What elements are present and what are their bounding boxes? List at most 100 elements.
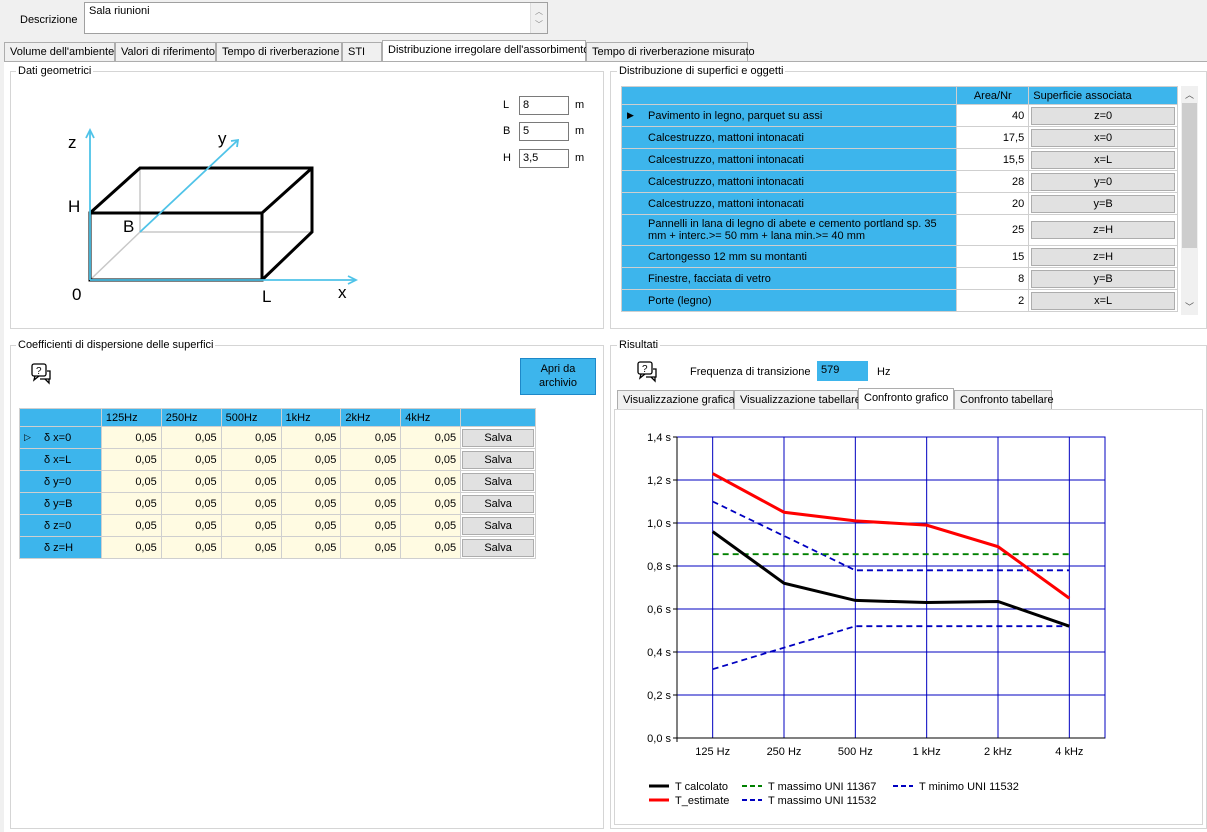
surface-area[interactable]: 25	[956, 214, 1030, 246]
tab-visualizzazione-tabellare[interactable]: Visualizzazione tabellare	[734, 390, 861, 409]
dispersion-value[interactable]: 0,05	[220, 448, 282, 471]
surface-area[interactable]: 40	[956, 104, 1030, 127]
description-scrollbar[interactable]: ︿ ﹀	[530, 3, 547, 33]
surface-assoc-button[interactable]: y=B	[1031, 269, 1175, 288]
dispersion-value[interactable]: 0,05	[160, 470, 222, 493]
surface-name: Porte (legno)	[648, 294, 712, 307]
tab-tempo-riverberazione[interactable]: Tempo di riverberazione	[216, 42, 342, 61]
description-input[interactable]: Sala riunioni ︿ ﹀	[84, 2, 548, 34]
dispersion-value[interactable]: 0,05	[280, 426, 342, 449]
surface-area[interactable]: 15	[956, 245, 1030, 268]
tab-distribuzione-irregolare[interactable]: Distribuzione irregolare dell'assorbimen…	[382, 40, 589, 62]
surface-assoc-button[interactable]: x=0	[1031, 128, 1175, 147]
surface-assoc-button[interactable]: x=L	[1031, 291, 1175, 310]
table-row[interactable]: ▶ Pavimento in legno, parquet su assi 40 …	[621, 104, 1178, 127]
dispersion-value[interactable]: 0,05	[160, 426, 222, 449]
help-chat-icon[interactable]: ?	[30, 362, 54, 386]
dispersion-value[interactable]: 0,05	[220, 514, 282, 537]
surface-assoc-button[interactable]: z=0	[1031, 106, 1175, 125]
table-row[interactable]: Pannelli in lana di legno di abete e cem…	[621, 214, 1178, 246]
table-row[interactable]: Cartongesso 12 mm su montanti 15 z=H	[621, 245, 1178, 268]
table-row[interactable]: Finestre, facciata di vetro 8 y=B	[621, 267, 1178, 290]
dispersion-value[interactable]: 0,05	[220, 426, 282, 449]
surface-assoc-button[interactable]: y=0	[1031, 172, 1175, 191]
dispersion-value[interactable]: 0,05	[280, 492, 342, 515]
table-row[interactable]: Calcestruzzo, mattoni intonacati 20 y=B	[621, 192, 1178, 215]
dispersion-value[interactable]: 0,05	[280, 470, 342, 493]
dispersion-value[interactable]: 0,05	[100, 448, 162, 471]
dispersion-value[interactable]: 0,05	[160, 448, 222, 471]
dispersion-value[interactable]: 0,05	[100, 514, 162, 537]
save-button[interactable]: Salva	[462, 472, 534, 491]
table-row[interactable]: ▷ δ x=0 0,05 0,05 0,05 0,05 0,05 0,05 Sal…	[19, 426, 536, 449]
surface-assoc-button[interactable]: y=B	[1031, 194, 1175, 213]
table-row[interactable]: δ y=0 0,05 0,05 0,05 0,05 0,05 0,05 Salv…	[19, 470, 536, 493]
surface-assoc-button[interactable]: x=L	[1031, 150, 1175, 169]
surfaces-scrollbar[interactable]: ︿ ﹀	[1181, 86, 1198, 315]
table-row[interactable]: Calcestruzzo, mattoni intonacati 15,5 x=…	[621, 148, 1178, 171]
dispersion-value[interactable]: 0,05	[160, 492, 222, 515]
save-button[interactable]: Salva	[462, 428, 534, 447]
table-row[interactable]: Porte (legno) 2 x=L	[621, 289, 1178, 312]
table-row[interactable]: Calcestruzzo, mattoni intonacati 17,5 x=…	[621, 126, 1178, 149]
dispersion-value[interactable]: 0,05	[400, 448, 462, 471]
table-row[interactable]: δ z=0 0,05 0,05 0,05 0,05 0,05 0,05 Salv…	[19, 514, 536, 537]
dispersion-value[interactable]: 0,05	[400, 426, 462, 449]
tab-confronto-tabellare[interactable]: Confronto tabellare	[954, 390, 1054, 409]
dispersion-value[interactable]: 0,05	[280, 536, 342, 559]
tab-tempo-misurato[interactable]: Tempo di riverberazione misurato	[586, 42, 755, 61]
scroll-down-icon[interactable]: ﹀	[535, 20, 543, 29]
open-from-archive-button[interactable]: Apri da archivio	[520, 358, 596, 395]
field-h-input[interactable]: 3,5	[519, 149, 569, 168]
dispersion-value[interactable]: 0,05	[340, 514, 402, 537]
scroll-up-icon[interactable]: ︿	[1185, 90, 1195, 100]
tab-sti[interactable]: STI	[342, 42, 382, 61]
scrollbar-thumb[interactable]	[1182, 103, 1197, 248]
dispersion-value[interactable]: 0,05	[340, 448, 402, 471]
dispersion-value[interactable]: 0,05	[340, 470, 402, 493]
save-button[interactable]: Salva	[462, 538, 534, 557]
tab-valori-riferimento[interactable]: Valori di riferimento	[115, 42, 216, 61]
field-b-input[interactable]: 5	[519, 122, 569, 141]
scroll-up-icon[interactable]: ︿	[535, 7, 543, 16]
surface-area[interactable]: 17,5	[956, 126, 1030, 149]
table-row[interactable]: Calcestruzzo, mattoni intonacati 28 y=0	[621, 170, 1178, 193]
table-row[interactable]: δ y=B 0,05 0,05 0,05 0,05 0,05 0,05 Salv…	[19, 492, 536, 515]
dispersion-value[interactable]: 0,05	[220, 536, 282, 559]
dispersion-value[interactable]: 0,05	[400, 470, 462, 493]
dispersion-value[interactable]: 0,05	[340, 536, 402, 559]
dispersion-value[interactable]: 0,05	[400, 492, 462, 515]
dispersion-value[interactable]: 0,05	[340, 426, 402, 449]
dispersion-value[interactable]: 0,05	[100, 492, 162, 515]
save-button[interactable]: Salva	[462, 516, 534, 535]
tab-visualizzazione-grafica[interactable]: Visualizzazione grafica	[617, 390, 735, 409]
save-button[interactable]: Salva	[462, 494, 534, 513]
table-row[interactable]: δ x=L 0,05 0,05 0,05 0,05 0,05 0,05 Salv…	[19, 448, 536, 471]
dispersion-value[interactable]: 0,05	[100, 426, 162, 449]
dispersion-value[interactable]: 0,05	[100, 536, 162, 559]
save-button[interactable]: Salva	[462, 450, 534, 469]
surface-area[interactable]: 15,5	[956, 148, 1030, 171]
surface-area[interactable]: 2	[956, 289, 1030, 312]
tab-volume[interactable]: Volume dell'ambiente	[4, 42, 115, 61]
dispersion-value[interactable]: 0,05	[280, 514, 342, 537]
dispersion-value[interactable]: 0,05	[400, 514, 462, 537]
dispersion-value[interactable]: 0,05	[220, 492, 282, 515]
surface-area[interactable]: 28	[956, 170, 1030, 193]
surface-area[interactable]: 8	[956, 267, 1030, 290]
dispersion-value[interactable]: 0,05	[100, 470, 162, 493]
dispersion-value[interactable]: 0,05	[400, 536, 462, 559]
surface-assoc-button[interactable]: z=H	[1031, 221, 1175, 239]
dispersion-value[interactable]: 0,05	[280, 448, 342, 471]
dispersion-value[interactable]: 0,05	[160, 514, 222, 537]
dispersion-value[interactable]: 0,05	[340, 492, 402, 515]
surface-area[interactable]: 20	[956, 192, 1030, 215]
dispersion-value[interactable]: 0,05	[160, 536, 222, 559]
help-chat-icon[interactable]: ?	[636, 360, 660, 384]
surface-assoc-button[interactable]: z=H	[1031, 247, 1175, 266]
tab-confronto-grafico[interactable]: Confronto grafico	[858, 388, 954, 410]
table-row[interactable]: δ z=H 0,05 0,05 0,05 0,05 0,05 0,05 Salv…	[19, 536, 536, 559]
field-l-input[interactable]: 8	[519, 96, 569, 115]
scroll-down-icon[interactable]: ﹀	[1185, 302, 1195, 312]
dispersion-value[interactable]: 0,05	[220, 470, 282, 493]
